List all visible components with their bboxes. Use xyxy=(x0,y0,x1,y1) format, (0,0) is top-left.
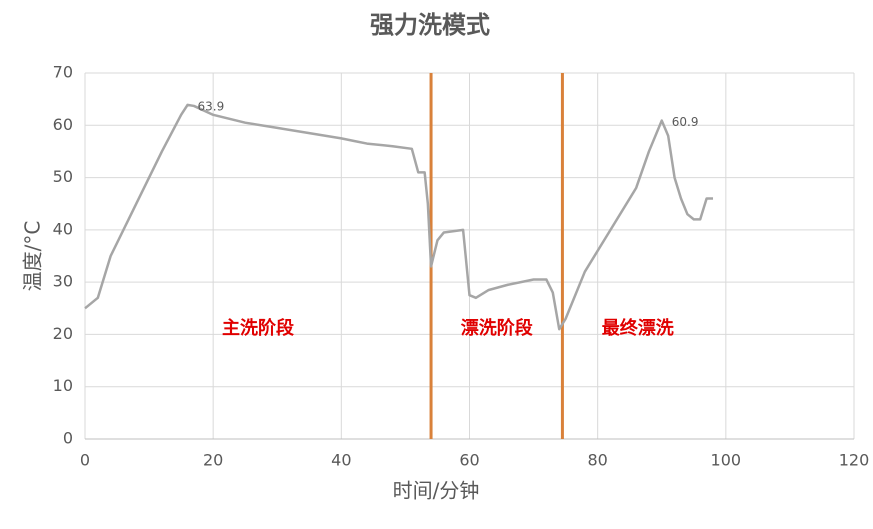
data-label: 63.9 xyxy=(198,99,225,113)
y-axis-label: 温度/°C xyxy=(21,221,45,292)
y-tick-label: 30 xyxy=(53,272,73,291)
x-tick-label: 100 xyxy=(711,451,742,470)
y-tick-label: 50 xyxy=(53,167,73,186)
data-label: 60.9 xyxy=(672,115,699,129)
data-line xyxy=(84,103,714,331)
y-tick-label: 40 xyxy=(53,219,73,238)
y-tick-label: 10 xyxy=(53,376,73,395)
x-tick-label: 0 xyxy=(80,451,90,470)
x-tick-label: 40 xyxy=(331,451,351,470)
chart-title: 强力洗模式 xyxy=(370,11,490,39)
y-tick-label: 70 xyxy=(53,63,73,82)
y-tick-label: 20 xyxy=(53,324,73,343)
region-label: 最终漂洗 xyxy=(602,317,674,339)
region-label: 主洗阶段 xyxy=(222,317,295,339)
x-axis-label: 时间/分钟 xyxy=(393,479,480,503)
y-tick-label: 60 xyxy=(53,115,73,134)
region-label: 漂洗阶段 xyxy=(461,317,534,339)
x-tick-label: 60 xyxy=(459,451,479,470)
x-tick-label: 80 xyxy=(587,451,607,470)
y-tick-label: 0 xyxy=(63,429,73,448)
x-tick-label: 20 xyxy=(203,451,223,470)
x-tick-label: 120 xyxy=(839,451,870,470)
